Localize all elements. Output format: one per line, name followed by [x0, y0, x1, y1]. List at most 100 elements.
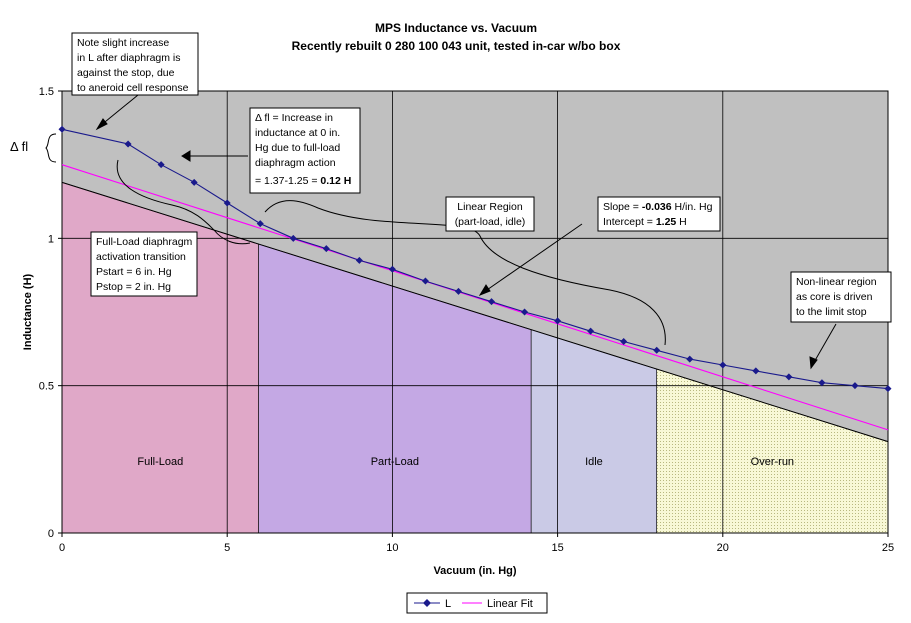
arrowhead-nonlinear — [809, 356, 818, 370]
region-label: Full-Load — [137, 456, 183, 468]
chart-title: MPS Inductance vs. Vacuum — [375, 21, 537, 35]
y-tick-label: 1.5 — [39, 86, 54, 98]
annotation-box — [90, 231, 198, 297]
annotation-box — [71, 32, 199, 96]
l-data-point — [289, 234, 297, 242]
l-data-point — [521, 308, 529, 316]
arrow-nonlinear — [812, 323, 837, 365]
y-axis-label: Inductance (H) — [22, 273, 34, 350]
l-data-point — [58, 125, 66, 133]
chart-subtitle: Recently rebuilt 0 280 100 043 unit, tes… — [292, 39, 621, 53]
region-label: Over-run — [751, 456, 794, 468]
l-data-point — [653, 346, 661, 354]
l-data-point — [686, 355, 694, 363]
l-data-point — [454, 287, 462, 295]
arrow-to-start — [99, 94, 139, 127]
annotation-transition: Full-Load diaphragm activation transitio… — [90, 231, 198, 297]
l-data-point — [223, 199, 231, 207]
l-data-point — [355, 256, 363, 264]
legend-label-fit: Linear Fit — [487, 598, 533, 610]
annotation-nonlinear: Non-linear region as core is driven to t… — [790, 271, 892, 323]
annotation-line: Note slight increase — [77, 37, 169, 49]
x-axis: 0 5 10 15 20 25 — [59, 533, 894, 554]
y-tick-label: 0.5 — [39, 381, 54, 393]
region-boundary-line — [61, 181, 889, 443]
x-tick-label: 5 — [224, 542, 230, 554]
annotation-span-bold: 0.12 H — [320, 175, 351, 187]
annotation-span: H/in. Hg — [672, 201, 713, 213]
x-tick-label: 20 — [717, 542, 729, 554]
l-data-point — [554, 317, 562, 325]
x-tick-label: 25 — [882, 542, 894, 554]
l-data-point — [421, 277, 429, 285]
annotation-span: Intercept = — [603, 216, 656, 228]
callout-curve-transition-end — [213, 229, 251, 245]
annotation-line: diaphragm action — [255, 157, 336, 169]
l-data-point — [388, 265, 396, 273]
x-tick-label: 15 — [551, 542, 563, 554]
l-data-point — [322, 245, 330, 253]
region-layer — [61, 181, 889, 534]
annotation-linear-region: Linear Region (part-load, idle) — [445, 196, 535, 232]
annotation-span: H — [676, 216, 687, 228]
legend: L Linear Fit — [406, 592, 548, 614]
x-tick-label: 0 — [59, 542, 65, 554]
x-axis-label: Vacuum (in. Hg) — [433, 565, 516, 577]
annotation-line: Hg due to full-load — [255, 142, 340, 154]
annotation-line: Full-Load diaphragm — [96, 236, 193, 248]
legend-label-l: L — [445, 598, 451, 610]
annotation-line: Intercept = 1.25 H — [603, 216, 687, 228]
annotation-span-bold: 1.25 — [656, 216, 677, 228]
annotation-box — [249, 107, 361, 194]
linear-fit-line — [61, 164, 889, 431]
annotation-line: Slope = -0.036 H/in. Hg — [603, 201, 713, 213]
annotation-line: Linear Region — [457, 201, 523, 213]
l-data-point — [851, 382, 859, 390]
y-tick-label: 0 — [48, 528, 54, 540]
annotation-line: to the limit stop — [796, 306, 867, 318]
l-data-point — [620, 337, 628, 345]
annotation-delta-fl: Δ fl = Increase in inductance at 0 in. H… — [249, 107, 361, 194]
annotation-span-bold: -0.036 — [642, 201, 672, 213]
l-data-point — [190, 178, 198, 186]
l-data-point — [884, 385, 892, 393]
y-tick-label: 1 — [48, 233, 54, 245]
region-label: Idle — [585, 456, 603, 468]
annotation-line: to aneroid cell response — [77, 82, 189, 94]
l-data-point — [488, 298, 496, 306]
annotation-line: as core is driven — [796, 291, 873, 303]
annotation-box — [445, 196, 535, 232]
annotation-line: Pstop = 2 in. Hg — [96, 281, 171, 293]
callout-arrows — [95, 94, 837, 370]
annotation-line: Pstart = 6 in. Hg — [96, 266, 172, 278]
legend-marker-l — [423, 599, 431, 607]
l-data-point — [785, 373, 793, 381]
series-layer — [58, 125, 892, 431]
l-data-point — [587, 327, 595, 335]
delta-fl-label: Δ fl — [10, 139, 28, 154]
callout-curves — [45, 133, 666, 346]
annotation-box — [597, 196, 721, 232]
l-data-point — [256, 220, 264, 228]
l-data-point — [818, 379, 826, 387]
callout-curve-transition — [116, 159, 215, 231]
annotation-span: Slope = — [603, 201, 642, 213]
arrowhead-delta — [181, 150, 191, 162]
y-axis: 0 0.5 1 1.5 — [39, 86, 62, 540]
region-label: Part-Load — [371, 456, 419, 468]
annotation-line: Non-linear region — [796, 276, 877, 288]
arrow-linear — [483, 223, 583, 293]
annotation-line: in L after diaphragm is — [77, 52, 181, 64]
l-data-point — [752, 367, 760, 375]
annotation-box — [790, 271, 892, 323]
annotation-line: (part-load, idle) — [455, 216, 526, 228]
annotation-aneroid: Note slight increase in L after diaphrag… — [71, 32, 199, 96]
x-tick-label: 10 — [386, 542, 398, 554]
callout-curve-linear-region — [264, 200, 666, 346]
annotation-slope: Slope = -0.036 H/in. Hg Intercept = 1.25… — [597, 196, 721, 232]
annotation-line: inductance at 0 in. — [255, 127, 340, 139]
annotation-line: against the stop, due — [77, 67, 175, 79]
annotation-line: activation transition — [96, 251, 186, 263]
annotation-span: = 1.37-1.25 = — [255, 175, 320, 187]
